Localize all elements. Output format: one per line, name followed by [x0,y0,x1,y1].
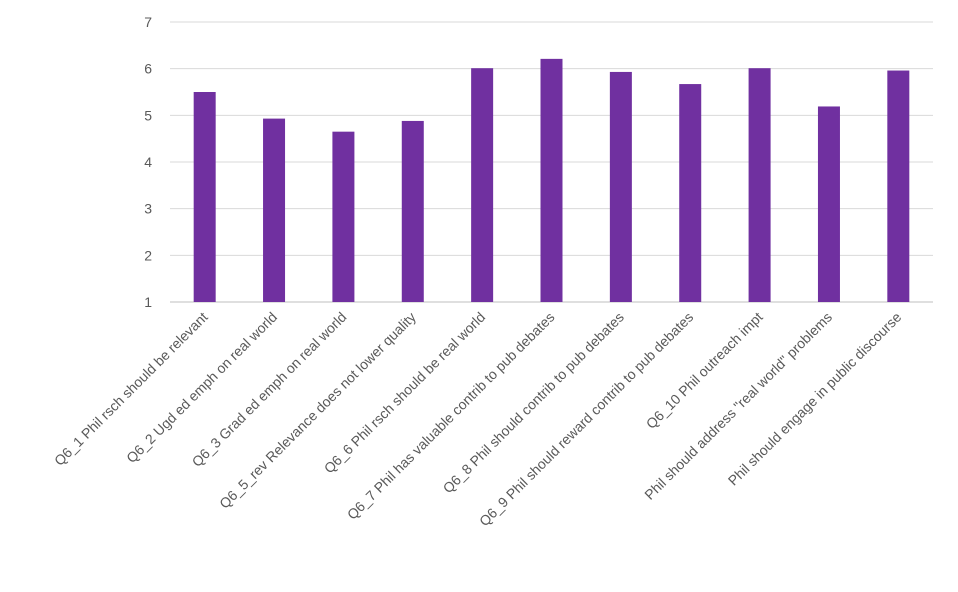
y-tick-label: 7 [144,14,152,30]
x-category-label: Q6_10 Phil outreach impt [643,309,766,432]
y-tick-label: 5 [144,107,152,123]
bar [679,84,702,302]
y-tick-label: 4 [144,154,152,170]
bar [609,71,632,302]
bar [817,106,840,302]
bar [332,131,355,302]
y-tick-label: 1 [144,294,152,310]
bar [471,68,494,302]
bar [193,92,216,302]
y-axis-tick-labels: 1 2 3 4 5 6 7 [144,14,152,310]
x-category-label: Q6_3 Grad ed emph on real world [189,309,350,470]
bar [887,70,910,303]
y-tick-label: 2 [144,247,152,263]
y-tick-label: 3 [144,201,152,217]
x-category-label: Q6_1 Phil rsch should be relevant [51,309,211,469]
bar [263,118,286,302]
bars [193,58,910,303]
bar [748,68,771,302]
x-category-label: Q6_2 Ugd ed emph on real world [123,309,280,466]
bar [401,120,424,302]
y-tick-label: 6 [144,61,152,77]
bar [540,58,563,302]
